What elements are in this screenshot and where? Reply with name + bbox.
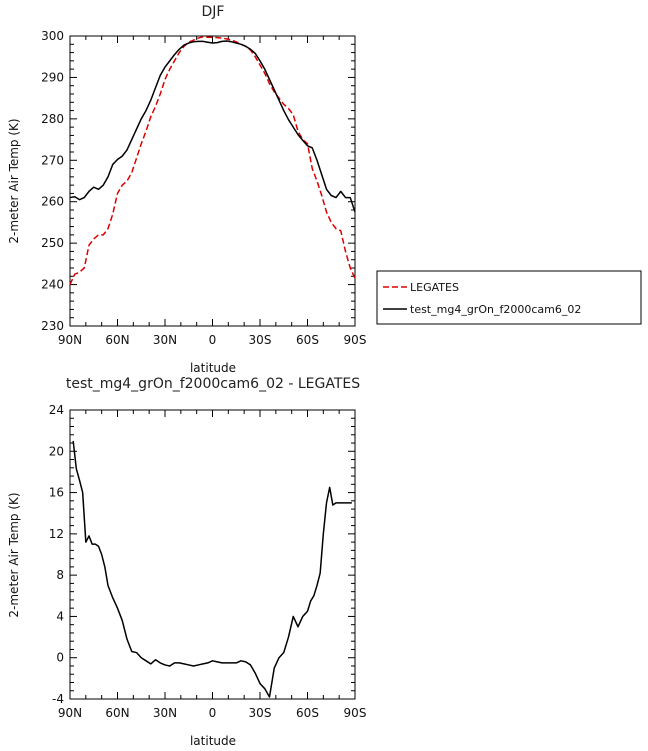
bottom-xtick-label: 60S: [296, 706, 319, 720]
top-xtick-label: 0: [209, 333, 217, 347]
axis-ticks-bottom: [69, 409, 356, 700]
top-xtick-label: 30S: [249, 333, 272, 347]
top-series-line-0: [69, 36, 356, 285]
bottom-xtick-label: 30N: [153, 706, 177, 720]
top-ytick-label: 270: [41, 153, 64, 167]
chart-title-bottom: test_mg4_grOn_f2000cam6_02 - LEGATES: [66, 376, 360, 392]
bottom-ytick-label: -4: [52, 692, 64, 706]
bottom-ytick-label: 4: [56, 609, 64, 623]
axis-ticks-top: [69, 35, 356, 327]
bottom-xtick-label: 60N: [105, 706, 129, 720]
top-xtick-label: 90N: [58, 333, 82, 347]
legend-label-model: test_mg4_grOn_f2000cam6_02: [410, 303, 581, 316]
x-axis-title-top: latitude: [190, 361, 236, 375]
top-ytick-label: 280: [41, 112, 64, 126]
bottom-xtick-label: 30S: [249, 706, 272, 720]
y-axis-title-top: 2-meter Air Temp (K): [7, 118, 21, 243]
bottom-ytick-label: 0: [56, 651, 64, 665]
legend: LEGATES test_mg4_grOn_f2000cam6_02: [376, 270, 642, 325]
bottom-series-line-0: [72, 440, 352, 698]
top-ytick-label: 300: [41, 29, 64, 43]
plot-frame-top: [69, 35, 356, 327]
y-tick-labels-bottom: -4 0 4 8 12 16 20 24: [49, 403, 64, 706]
bottom-xtick-label: 90S: [344, 706, 367, 720]
y-tick-labels-top: 230 240 250 260 270 280 290 300: [41, 29, 64, 333]
top-series-line-1: [69, 40, 356, 213]
bottom-ytick-label: 24: [49, 403, 64, 417]
chart-top: DJF 90N 60N 30N 0 30S 60S 90S 2302402502602702…: [7, 4, 366, 375]
x-tick-labels-top: 90N 60N 30N 0 30S 60S 90S: [58, 333, 367, 347]
top-ytick-label: 260: [41, 195, 64, 209]
bottom-ytick-label: 20: [49, 444, 64, 458]
top-xtick-label: 90S: [344, 333, 367, 347]
top-xtick-label: 30N: [153, 333, 177, 347]
legend-label-legates: LEGATES: [410, 281, 459, 294]
bottom-xtick-label: 90N: [58, 706, 82, 720]
bottom-ytick-label: 8: [56, 568, 64, 582]
top-xtick-label: 60S: [296, 333, 319, 347]
series-group-top: [69, 36, 356, 285]
chart-title-top: DJF: [202, 4, 225, 20]
top-xtick-label: 60N: [105, 333, 129, 347]
bottom-xtick-label: 0: [209, 706, 217, 720]
bottom-ytick-label: 16: [49, 486, 64, 500]
legend-box: [376, 270, 642, 325]
top-ytick-label: 290: [41, 70, 64, 84]
bottom-ytick-label: 12: [49, 527, 64, 541]
top-ytick-label: 250: [41, 236, 64, 250]
plot-frame-bottom: [69, 409, 356, 700]
series-group-bottom: [72, 440, 352, 698]
chart-bottom: test_mg4_grOn_f2000cam6_02 - LEGATES 90N…: [7, 376, 366, 748]
x-axis-title-bottom: latitude: [190, 734, 236, 748]
top-ytick-label: 230: [41, 319, 64, 333]
x-tick-labels-bottom: 90N 60N 30N 0 30S 60S 90S: [58, 706, 367, 720]
top-ytick-label: 240: [41, 278, 64, 292]
y-axis-title-bottom: 2-meter Air Temp (K): [7, 492, 21, 617]
